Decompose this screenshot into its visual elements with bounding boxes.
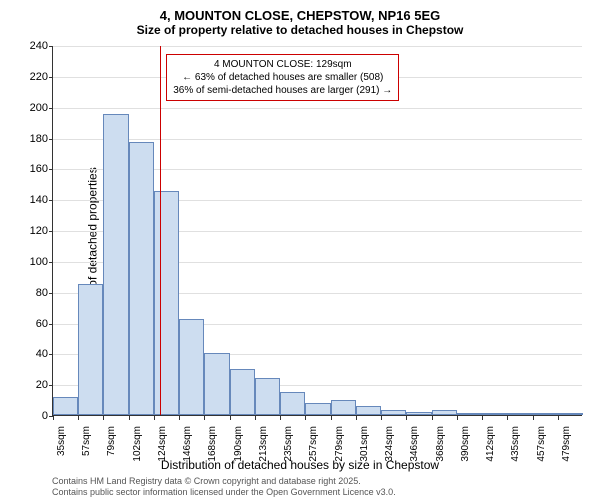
histogram-bar	[507, 413, 532, 415]
x-tick-label: 213sqm	[258, 422, 269, 462]
plot-region: 02040608010012014016018020022024035sqm57…	[52, 46, 582, 416]
attribution-line2: Contains public sector information licen…	[52, 487, 396, 498]
x-tick-label: 457sqm	[536, 422, 547, 462]
chart-title: 4, MOUNTON CLOSE, CHEPSTOW, NP16 5EG	[0, 0, 600, 23]
y-tick-mark	[49, 385, 53, 386]
histogram-bar	[78, 284, 103, 415]
x-tick-label: 279sqm	[334, 422, 345, 462]
attribution-text: Contains HM Land Registry data © Crown c…	[52, 476, 396, 498]
x-tick-label: 479sqm	[561, 422, 572, 462]
histogram-bar	[533, 413, 558, 415]
x-tick-mark	[507, 416, 508, 420]
y-tick-mark	[49, 324, 53, 325]
x-tick-label: 57sqm	[81, 422, 92, 456]
histogram-bar	[204, 353, 229, 415]
y-tick-mark	[49, 169, 53, 170]
chart-area: 02040608010012014016018020022024035sqm57…	[52, 46, 582, 416]
y-tick-mark	[49, 46, 53, 47]
x-tick-mark	[331, 416, 332, 420]
x-tick-mark	[78, 416, 79, 420]
x-tick-mark	[280, 416, 281, 420]
y-tick-mark	[49, 354, 53, 355]
x-tick-mark	[230, 416, 231, 420]
gridline	[53, 108, 582, 109]
x-tick-mark	[457, 416, 458, 420]
y-tick-mark	[49, 77, 53, 78]
histogram-bar	[280, 392, 305, 415]
x-tick-label: 368sqm	[435, 422, 446, 462]
annotation-box: 4 MOUNTON CLOSE: 129sqm← 63% of detached…	[166, 54, 399, 101]
histogram-bar	[356, 406, 381, 415]
annotation-line3: 36% of semi-detached houses are larger (…	[173, 84, 392, 97]
x-tick-mark	[154, 416, 155, 420]
histogram-bar	[558, 413, 583, 415]
x-tick-label: 412sqm	[485, 422, 496, 462]
x-tick-mark	[381, 416, 382, 420]
x-tick-label: 257sqm	[308, 422, 319, 462]
histogram-bar	[154, 191, 179, 415]
y-tick-mark	[49, 108, 53, 109]
histogram-bar	[457, 413, 482, 415]
histogram-bar	[432, 410, 457, 415]
chart-subtitle: Size of property relative to detached ho…	[0, 23, 600, 41]
x-tick-mark	[558, 416, 559, 420]
histogram-bar	[53, 397, 78, 416]
x-tick-label: 435sqm	[510, 422, 521, 462]
x-tick-label: 102sqm	[132, 422, 143, 462]
x-tick-mark	[356, 416, 357, 420]
x-axis-label: Distribution of detached houses by size …	[161, 458, 439, 472]
x-tick-label: 35sqm	[56, 422, 67, 456]
gridline	[53, 139, 582, 140]
x-tick-mark	[533, 416, 534, 420]
x-tick-mark	[179, 416, 180, 420]
x-tick-mark	[255, 416, 256, 420]
x-tick-mark	[305, 416, 306, 420]
x-tick-mark	[103, 416, 104, 420]
histogram-bar	[103, 114, 128, 415]
attribution-line1: Contains HM Land Registry data © Crown c…	[52, 476, 396, 487]
reference-line	[160, 46, 161, 415]
y-tick-mark	[49, 231, 53, 232]
histogram-bar	[406, 412, 431, 415]
annotation-line1: 4 MOUNTON CLOSE: 129sqm	[173, 58, 392, 71]
y-tick-mark	[49, 262, 53, 263]
x-tick-label: 79sqm	[106, 422, 117, 456]
histogram-bar	[482, 413, 507, 415]
annotation-line2: ← 63% of detached houses are smaller (50…	[173, 71, 392, 84]
x-tick-mark	[482, 416, 483, 420]
x-tick-mark	[53, 416, 54, 420]
y-tick-mark	[49, 293, 53, 294]
x-tick-label: 324sqm	[384, 422, 395, 462]
x-tick-label: 190sqm	[233, 422, 244, 462]
y-tick-mark	[49, 200, 53, 201]
x-tick-label: 346sqm	[409, 422, 420, 462]
histogram-bar	[381, 410, 406, 415]
histogram-bar	[129, 142, 154, 415]
x-tick-label: 390sqm	[460, 422, 471, 462]
x-tick-label: 168sqm	[207, 422, 218, 462]
x-tick-mark	[204, 416, 205, 420]
gridline	[53, 46, 582, 47]
histogram-bar	[331, 400, 356, 415]
x-tick-label: 301sqm	[359, 422, 370, 462]
x-tick-label: 146sqm	[182, 422, 193, 462]
y-tick-mark	[49, 139, 53, 140]
x-tick-mark	[406, 416, 407, 420]
x-tick-label: 235sqm	[283, 422, 294, 462]
histogram-bar	[230, 369, 255, 415]
histogram-bar	[255, 378, 280, 415]
histogram-bar	[179, 319, 204, 415]
x-tick-mark	[432, 416, 433, 420]
x-tick-mark	[129, 416, 130, 420]
x-tick-label: 124sqm	[157, 422, 168, 462]
histogram-bar	[305, 403, 330, 415]
